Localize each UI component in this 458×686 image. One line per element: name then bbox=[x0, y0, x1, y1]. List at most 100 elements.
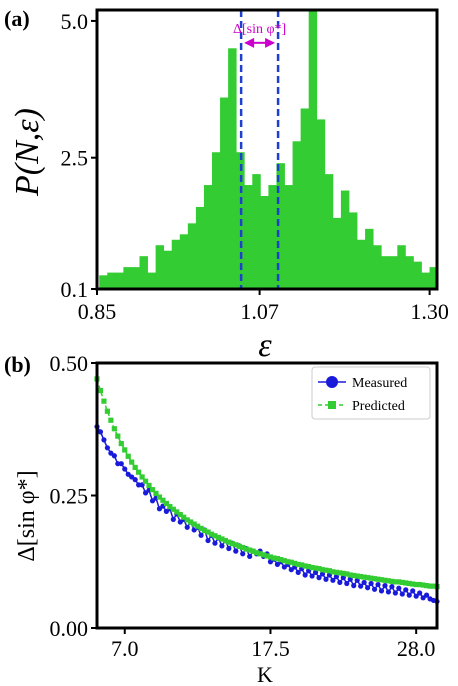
histogram-bar bbox=[252, 174, 261, 289]
histogram-bar bbox=[340, 190, 350, 289]
histogram-bar bbox=[373, 245, 382, 289]
histogram-bar bbox=[203, 185, 213, 289]
data-point-predicted bbox=[257, 551, 263, 557]
legend-predicted-label: Predicted bbox=[352, 399, 405, 414]
data-point-predicted bbox=[236, 543, 242, 549]
data-point-predicted bbox=[330, 569, 336, 575]
data-point-predicted bbox=[333, 569, 339, 575]
data-point-predicted bbox=[205, 529, 211, 535]
data-point-predicted bbox=[420, 582, 426, 588]
data-point-predicted bbox=[212, 533, 218, 539]
legend-predicted-marker bbox=[328, 401, 336, 409]
data-point-predicted bbox=[129, 459, 135, 465]
data-point-measured bbox=[101, 437, 107, 443]
legend-box bbox=[311, 366, 431, 420]
histogram-bar bbox=[131, 267, 140, 289]
legend-measured-label: Measured bbox=[352, 376, 407, 391]
data-point-predicted bbox=[188, 519, 194, 525]
line-panel: (b) 7.0 17.5 28.0 0.00 0.25 0.50 Δ[sin φ*] K… bbox=[4, 351, 440, 686]
histogram-bar bbox=[405, 256, 414, 289]
histogram-bar bbox=[260, 196, 269, 289]
data-point-predicted bbox=[139, 474, 145, 480]
histogram-panel: (a) Δ[sin φ*] 0.85 1.07 1.30 0.1 2.5 5.0 P(N… bbox=[4, 6, 449, 364]
data-point-measured bbox=[399, 591, 405, 597]
data-point-predicted bbox=[208, 531, 215, 537]
data-point-measured bbox=[205, 537, 211, 544]
histogram-bar bbox=[228, 48, 237, 290]
data-point-measured bbox=[365, 585, 371, 591]
histogram-bar bbox=[429, 267, 438, 289]
data-point-predicted bbox=[358, 573, 364, 580]
data-point-measured bbox=[247, 553, 253, 560]
data-point-predicted bbox=[361, 574, 367, 580]
data-point-measured bbox=[423, 592, 430, 598]
data-point-predicted bbox=[396, 579, 402, 585]
data-point-measured bbox=[410, 588, 416, 594]
panel-b-y-label: Δ[sin φ*] bbox=[14, 470, 40, 561]
histogram-bar bbox=[220, 97, 229, 289]
histogram-bar bbox=[332, 217, 342, 289]
histogram-bar bbox=[212, 152, 221, 289]
data-point-predicted bbox=[201, 527, 208, 534]
panel-b-label: (b) bbox=[4, 352, 31, 377]
data-point-measured bbox=[323, 576, 329, 582]
data-point-measured bbox=[378, 588, 385, 594]
data-point-measured bbox=[330, 577, 336, 583]
threshold-lines bbox=[239, 10, 280, 289]
histogram-bar bbox=[268, 185, 277, 289]
panel-a-frame bbox=[95, 8, 439, 291]
data-point-measured bbox=[396, 585, 402, 591]
data-point-predicted bbox=[371, 576, 378, 582]
data-point-predicted bbox=[247, 547, 253, 553]
histogram-bar bbox=[147, 272, 157, 289]
data-point-predicted bbox=[253, 550, 260, 556]
histogram-bar bbox=[187, 223, 197, 289]
data-point-predicted bbox=[264, 553, 270, 559]
data-point-predicted bbox=[226, 539, 232, 545]
data-point-predicted bbox=[340, 570, 346, 577]
data-point-measured bbox=[295, 569, 301, 575]
data-point-measured bbox=[219, 543, 225, 549]
data-point-predicted bbox=[382, 577, 388, 583]
histogram-bar bbox=[139, 256, 148, 289]
histogram-bar bbox=[179, 234, 189, 289]
histogram-bar bbox=[413, 261, 422, 289]
data-point-predicted bbox=[233, 542, 239, 548]
histogram-bars bbox=[99, 10, 438, 290]
y-tick-label: 0.25 bbox=[50, 484, 89, 509]
histogram-bar bbox=[300, 108, 310, 290]
data-point-predicted bbox=[215, 534, 222, 540]
data-point-measured bbox=[233, 548, 239, 554]
data-point-predicted bbox=[312, 565, 319, 571]
data-point-measured bbox=[97, 429, 104, 435]
data-point-predicted bbox=[410, 581, 416, 587]
data-point-predicted bbox=[195, 523, 201, 529]
panel-a-label: (a) bbox=[4, 6, 30, 31]
data-point-predicted bbox=[97, 387, 104, 394]
data-point-measured bbox=[392, 590, 398, 596]
data-point-predicted bbox=[219, 536, 225, 542]
legend-measured-marker bbox=[326, 376, 338, 388]
data-point-predicted bbox=[115, 433, 121, 439]
data-point-predicted bbox=[368, 575, 374, 581]
data-point-predicted bbox=[417, 581, 423, 588]
histogram-bar bbox=[171, 239, 181, 289]
data-point-measured bbox=[375, 581, 381, 588]
data-point-measured bbox=[212, 540, 218, 546]
histogram-bar bbox=[421, 272, 430, 289]
histogram-bar bbox=[348, 212, 358, 289]
data-point-measured bbox=[406, 592, 412, 598]
data-point-predicted bbox=[292, 560, 298, 566]
data-point-predicted bbox=[323, 567, 329, 573]
data-point-measured bbox=[132, 477, 138, 483]
panel-a-x-ticks: 0.85 1.07 1.30 bbox=[78, 289, 449, 324]
data-point-predicted bbox=[302, 563, 308, 569]
panel-a-y-ticks: 0.1 2.5 5.0 bbox=[61, 9, 97, 302]
data-point-predicted bbox=[260, 552, 267, 558]
histogram-bar bbox=[357, 239, 366, 289]
data-point-predicted bbox=[181, 514, 187, 520]
delta-label: Δ[sin φ*] bbox=[233, 22, 286, 37]
delta-annotation: Δ[sin φ*] bbox=[233, 22, 286, 48]
panel-a-x-label: ε bbox=[258, 327, 272, 364]
